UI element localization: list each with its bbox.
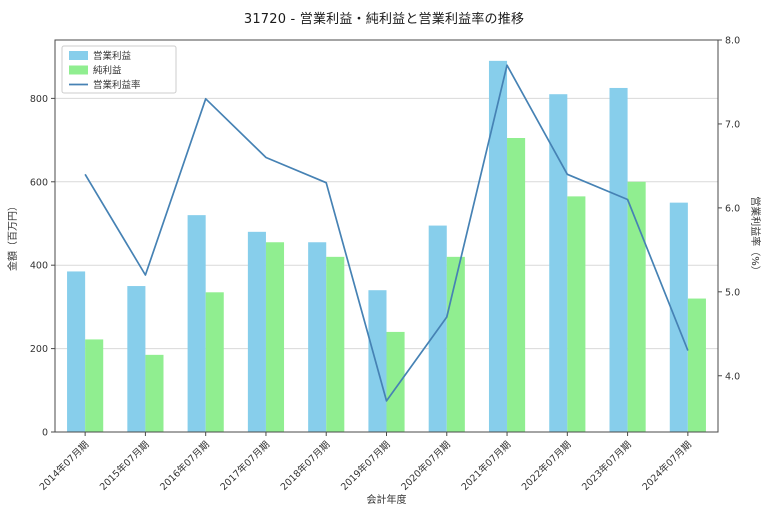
legend-label: 純利益 (93, 65, 122, 77)
x-tick-label: 2015年07月期 (97, 439, 151, 493)
y-tick-label-right: 7.0 (725, 119, 740, 130)
bar-operating-profit (247, 231, 266, 432)
bar-operating-profit (549, 94, 568, 432)
y-axis-label-right: 営業利益率（%） (749, 196, 762, 276)
bar-net-profit (627, 181, 646, 432)
x-tick-label: 2022年07月期 (519, 439, 573, 493)
bar-operating-profit (67, 271, 86, 432)
bar-net-profit (386, 331, 405, 432)
bar-operating-profit (187, 215, 206, 432)
bar-net-profit (446, 256, 465, 432)
x-tick-label: 2024年07月期 (640, 439, 694, 493)
x-tick-label: 2021年07月期 (459, 439, 513, 493)
y-tick-label-right: 4.0 (725, 371, 740, 382)
bar-net-profit (507, 138, 526, 432)
x-tick-label: 2014年07月期 (37, 439, 91, 493)
bar-net-profit (85, 339, 104, 432)
x-axis-label: 会計年度 (367, 493, 407, 506)
bar-net-profit (265, 242, 285, 432)
bar-operating-profit (669, 202, 688, 432)
y-tick-label-right: 8.0 (725, 36, 740, 47)
bar-net-profit (145, 354, 164, 432)
legend-label: 営業利益率 (93, 79, 141, 91)
y-tick-label-right: 6.0 (725, 203, 740, 214)
bar-operating-profit (308, 242, 327, 432)
x-tick-label: 2018年07月期 (278, 439, 332, 493)
legend-swatch-operating-profit (69, 51, 88, 60)
bar-operating-profit (609, 87, 628, 432)
y-tick-label-left: 800 (30, 94, 48, 105)
bar-net-profit (687, 298, 706, 432)
legend-box (61, 45, 177, 94)
y-tick-label-left: 200 (30, 344, 48, 355)
y-tick-label-left: 400 (30, 261, 48, 272)
bar-net-profit (205, 292, 224, 432)
y-axis-label-left: 金額（百万円） (6, 201, 19, 271)
x-tick-label: 2019年07月期 (338, 439, 392, 493)
x-tick-label: 2016年07月期 (158, 439, 212, 493)
y-tick-label-right: 5.0 (725, 287, 740, 298)
legend-swatch-net-profit (69, 65, 88, 75)
line-operating-margin (84, 64, 689, 402)
x-tick-label: 2017年07月期 (218, 439, 272, 493)
chart-title: 31720 - 営業利益・純利益と営業利益率の推移 (243, 12, 525, 27)
y-tick-label-left: 600 (30, 177, 48, 188)
bar-operating-profit (488, 60, 508, 432)
x-tick-label: 2023年07月期 (579, 439, 633, 493)
bar-operating-profit (368, 290, 387, 432)
bar-net-profit (326, 256, 345, 432)
bar-net-profit (567, 196, 586, 432)
y-tick-label-left: 0 (42, 428, 48, 439)
x-tick-label: 2020年07月期 (399, 439, 453, 493)
bar-operating-profit (127, 286, 146, 432)
legend-label: 営業利益 (93, 50, 132, 62)
